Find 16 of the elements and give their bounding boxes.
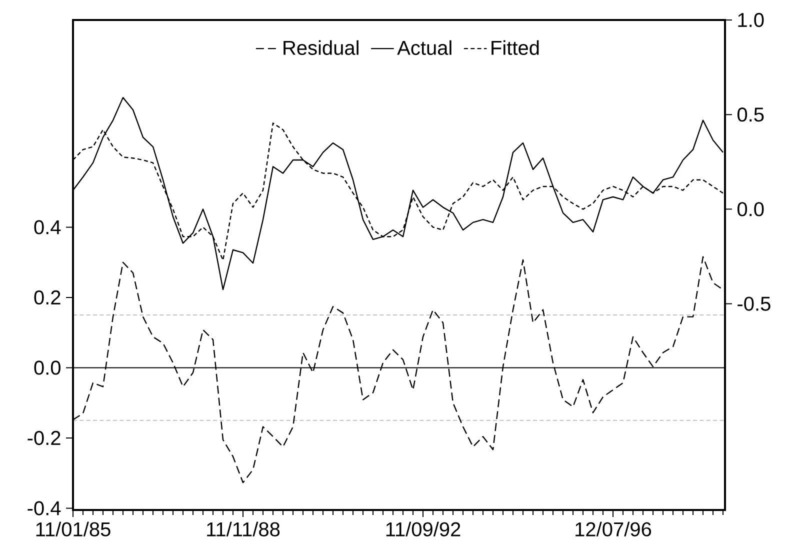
y-tick-label: 0.4 <box>34 220 61 234</box>
legend-label: Residual <box>284 40 358 55</box>
x-tick-label: 11/11/88 <box>207 522 280 536</box>
x-tick-label: 11/01/85 <box>36 522 110 536</box>
y-tick-label: -0.4 <box>28 501 61 516</box>
y-tick-label: -0.2 <box>28 430 60 446</box>
y2-tick-label: -0.5 <box>738 296 770 311</box>
legend-label: Actual <box>397 40 452 55</box>
y2-tick-label: 0.5 <box>738 108 764 122</box>
y2-tick-label: 1.0 <box>738 12 764 28</box>
y-tick-label: 0.2 <box>34 290 60 305</box>
y2-tick-label: 0.0 <box>738 202 764 216</box>
x-tick-label: 12/07/96 <box>576 522 652 536</box>
y-tick-label: 0.0 <box>34 360 60 375</box>
legend-label: Fitted <box>492 40 539 55</box>
x-tick-label: 11/09/92 <box>386 522 460 536</box>
